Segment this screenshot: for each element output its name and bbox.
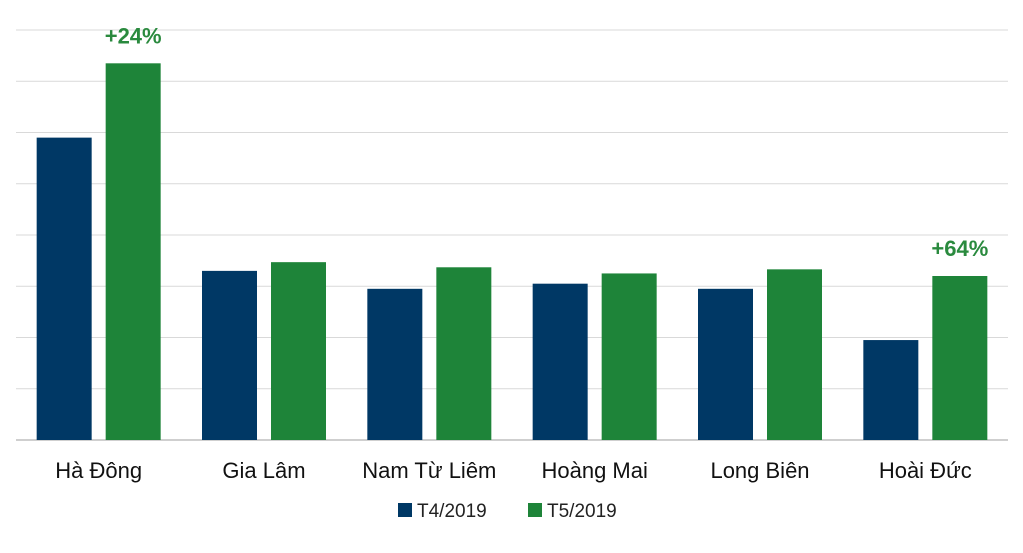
legend: T4/2019 T5/2019	[398, 501, 617, 522]
bar-t42019-5	[863, 340, 919, 440]
x-tick-label: Hà Đông	[55, 458, 142, 483]
legend-label: T4/2019	[417, 501, 487, 522]
x-tick-label: Gia Lâm	[222, 458, 305, 483]
legend-swatch	[528, 503, 542, 517]
bar-t42019-0	[36, 137, 92, 440]
x-tick-label: Hoàng Mai	[541, 458, 647, 483]
bar-t52019-2	[436, 267, 492, 440]
annotations: +24% +64%	[105, 23, 989, 261]
annotation-label: +64%	[931, 236, 988, 261]
x-tick-label: Long Biên	[710, 458, 809, 483]
x-tick-label: Nam Từ Liêm	[362, 458, 496, 483]
annotation-label: +24%	[105, 23, 162, 48]
bar-t42019-3	[532, 283, 588, 440]
bar-t52019-4	[767, 269, 822, 440]
x-tick-label: Hoài Đức	[879, 458, 972, 483]
bar-t52019-5	[932, 276, 988, 440]
x-tick-labels: Hà Đông Gia Lâm Nam Từ Liêm Hoàng Mai Long B…	[55, 458, 972, 483]
legend-label: T5/2019	[547, 501, 617, 522]
bar-t42019-4	[698, 288, 753, 440]
bar-t42019-2	[367, 288, 423, 440]
bar-t42019-1	[202, 270, 257, 440]
gridlines	[16, 29, 1008, 441]
bar-t52019-1	[271, 262, 326, 440]
legend-swatch	[398, 503, 412, 517]
bar-t52019-0	[105, 63, 161, 440]
bars	[36, 63, 988, 440]
bar-t52019-3	[601, 273, 657, 440]
